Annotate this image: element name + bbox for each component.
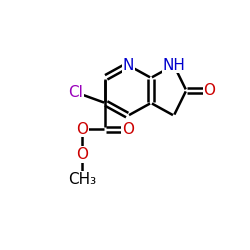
- Text: O: O: [76, 147, 88, 162]
- Text: NH: NH: [162, 58, 185, 73]
- Text: CH₃: CH₃: [68, 172, 96, 187]
- Text: O: O: [122, 122, 134, 137]
- Text: N: N: [122, 58, 134, 73]
- Text: O: O: [204, 83, 216, 98]
- Text: Cl: Cl: [68, 85, 83, 100]
- Text: O: O: [76, 122, 88, 137]
